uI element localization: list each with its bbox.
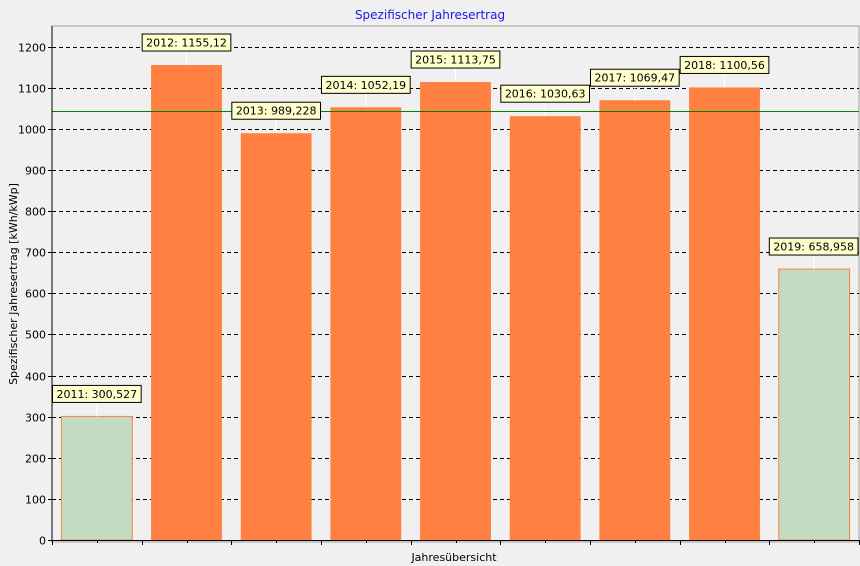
data-label: 2018: 1100,56 (679, 55, 770, 74)
data-label-text: 2011: 300,527 (56, 388, 137, 401)
y-tick-label: 100 (25, 494, 46, 507)
data-label-box (320, 75, 411, 94)
data-label-text: 2014: 1052,19 (325, 79, 406, 92)
data-label: 2015: 1113,75 (410, 50, 501, 69)
y-tick-label: 300 (25, 412, 46, 425)
y-tick-label: 0 (39, 535, 46, 548)
data-label-text: 2016: 1030,63 (505, 88, 586, 101)
data-label-box (589, 68, 680, 87)
data-label: 2011: 300,527 (51, 384, 142, 403)
y-tick-label: 400 (25, 371, 46, 384)
y-tick-label: 1000 (18, 124, 46, 137)
data-label-text: 2015: 1113,75 (415, 54, 496, 67)
data-label-text: 2013: 989,228 (236, 105, 317, 118)
data-label: 2014: 1052,19 (320, 75, 411, 94)
y-axis: 0 100 200 300 400 500 600 700 800 900 1000 1100 1200 (18, 26, 53, 548)
data-label: 2013: 989,228 (231, 101, 322, 120)
data-label-box (768, 237, 859, 256)
data-label-box (500, 84, 591, 103)
data-label: 2012: 1155,12 (141, 33, 232, 52)
y-tick-label: 700 (25, 247, 46, 260)
data-label-box (679, 55, 770, 74)
y-tick-label: 600 (25, 288, 46, 301)
data-label-text: 2018: 1100,56 (684, 59, 765, 72)
bar-2017 (599, 100, 671, 540)
data-label-box (231, 101, 322, 120)
y-tick-label: 900 (25, 165, 46, 178)
data-label: 2019: 658,958 (768, 237, 859, 256)
y-tick-label: 200 (25, 453, 46, 466)
bar-2015 (420, 82, 491, 540)
chart-title: Spezifischer Jahresertrag (355, 8, 505, 22)
data-label-text: 2019: 658,958 (773, 241, 854, 254)
bar-2016 (509, 116, 581, 540)
data-label-box (141, 33, 232, 52)
bar-2013 (240, 133, 312, 541)
y-tick-label: 1200 (18, 42, 46, 55)
data-labels: 2011: 300,527 2012: 1155,12 2013: 989,228 2… (51, 33, 859, 403)
y-tick-label: 500 (25, 329, 46, 342)
bar-2018 (689, 87, 760, 540)
data-label-text: 2017: 1069,47 (594, 72, 675, 85)
data-label: 2017: 1069,47 (589, 68, 680, 87)
bar-2012 (151, 65, 222, 541)
data-label-box (410, 50, 501, 69)
y-axis-label: Spezifischer Jahresertrag [kWh/kWp] (7, 183, 20, 385)
y-tick-label: 800 (25, 206, 46, 219)
bars (60, 51, 851, 541)
data-label-text: 2012: 1155,12 (146, 37, 227, 50)
bar-2019 (778, 268, 851, 541)
y-tick-label: 1100 (18, 83, 46, 96)
bar-2011 (60, 415, 133, 541)
x-axis-label: Jahresübersicht (410, 551, 497, 564)
bar-2014 (330, 107, 402, 540)
data-label: 2016: 1030,63 (500, 84, 591, 103)
